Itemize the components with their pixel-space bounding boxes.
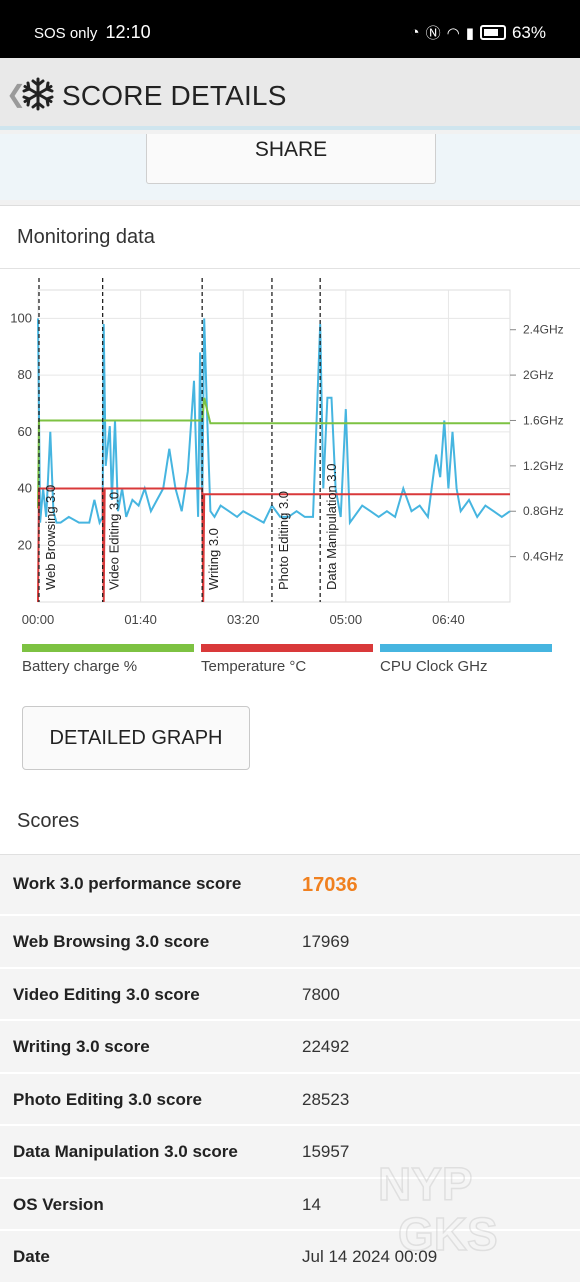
clock: 12:10: [105, 22, 151, 42]
score-value: 28523: [302, 1089, 350, 1109]
nfc-icon: Ⓝ: [425, 25, 441, 42]
score-label: Data Manipulation 3.0 score: [13, 1142, 238, 1161]
score-label: Photo Editing 3.0 score: [13, 1089, 202, 1109]
section-label: Data Manipulation 3.0: [324, 464, 339, 590]
detailed-graph-button[interactable]: DETAILED GRAPH: [22, 706, 250, 770]
battery-percent: 63%: [511, 22, 546, 42]
back-chevron-icon[interactable]: ❮: [6, 81, 27, 108]
monitoring-title: Monitoring data: [17, 226, 155, 248]
y-right-tick-label: 2GHz: [523, 368, 554, 382]
score-value: 17969: [302, 932, 350, 951]
share-area: SHARE: [0, 134, 580, 200]
score-row: Photo Editing 3.0 score 28523: [0, 1071, 580, 1124]
alert-icon: ▮: [465, 24, 474, 42]
score-value: Jul 14 2024 00:09: [302, 1247, 438, 1266]
x-tick-label: 06:40: [432, 612, 465, 627]
svg-text:GKS: GKS: [398, 1208, 498, 1260]
legend-label-cpu: CPU Clock GHz: [380, 658, 488, 675]
score-row: Data Manipulation 3.0 score 15957: [0, 1124, 580, 1177]
score-row: Work 3.0 performance score 17036: [0, 854, 580, 914]
alarm-icon: ◔: [410, 24, 420, 41]
x-tick-label: 01:40: [124, 612, 157, 627]
y-left-tick-label: 40: [18, 481, 32, 496]
score-row: Writing 3.0 score 22492: [0, 1019, 580, 1072]
legend-item-cpu: CPU Clock GHz: [380, 644, 552, 675]
status-left: SOS only 12:10: [34, 22, 151, 43]
app-header: ❮ SCORE DETAILS: [0, 58, 580, 130]
battery-icon: [479, 25, 506, 40]
y-right-tick-label: 0.4GHz: [523, 550, 564, 564]
section-label: Photo Editing 3.0: [276, 491, 291, 590]
legend-swatch-cpu: [380, 644, 552, 652]
status-bar: SOS only 12:10 ◔ Ⓝ ◠ ▮ 63%: [0, 0, 580, 58]
y-right-tick-label: 0.8GHz: [523, 504, 564, 518]
monitoring-chart[interactable]: 00:00 01:40 03:20 05:00 06:40 20 40 60 80 100 0.4G…: [0, 274, 580, 634]
section-label: Video Editing 3.0: [107, 492, 122, 590]
score-row: Video Editing 3.0 score 7800: [0, 966, 580, 1019]
y-left-tick-label: 60: [18, 424, 32, 439]
score-value: 7800: [302, 984, 340, 1004]
score-row: OS Version 14: [0, 1176, 580, 1229]
y-left-tick-label: 20: [18, 537, 32, 552]
share-button[interactable]: SHARE: [146, 134, 436, 184]
legend-swatch-temperature: [201, 644, 373, 652]
x-tick-label: 05:00: [330, 612, 363, 627]
svg-text:NYP: NYP: [378, 1158, 473, 1210]
results-card: Monitoring data 00:00 01:40 03:20 05:00 06:4…: [0, 205, 580, 1282]
divider: [0, 268, 580, 269]
score-label: Web Browsing 3.0 score: [13, 932, 210, 951]
score-label: Work 3.0 performance score: [13, 874, 242, 893]
y-right-tick-label: 1.2GHz: [523, 459, 564, 473]
watermark-logo: NYP GKS: [377, 1157, 498, 1260]
y-right-tick-label: 1.6GHz: [523, 413, 564, 427]
legend-swatch-battery: [22, 644, 194, 652]
snowflake-logo-icon[interactable]: [20, 76, 56, 112]
y-right-tick-label: 2.4GHz: [523, 323, 564, 337]
score-label: Writing 3.0 score: [13, 1037, 150, 1056]
legend-item-temperature: Temperature °C: [201, 644, 373, 675]
series-line-cpu: [37, 318, 511, 526]
x-tick-label: 00:00: [22, 612, 55, 627]
section-label: Web Browsing 3.0: [43, 485, 58, 590]
legend-item-battery: Battery charge %: [22, 644, 194, 675]
score-row: Web Browsing 3.0 score 17969: [0, 914, 580, 967]
scores-table: Work 3.0 performance score 17036 Web Brow…: [0, 854, 580, 1282]
score-label: Date: [13, 1247, 50, 1266]
carrier-text: SOS only: [34, 25, 98, 42]
score-value: 17036: [302, 874, 358, 896]
wifi-icon: ◠: [446, 24, 460, 42]
page-title: SCORE DETAILS: [62, 80, 287, 111]
score-label: OS Version: [13, 1194, 104, 1214]
score-value: 15957: [302, 1142, 350, 1161]
score-value: 22492: [302, 1037, 350, 1056]
score-label: Video Editing 3.0 score: [13, 984, 200, 1004]
section-label: Writing 3.0: [206, 528, 221, 590]
scores-title: Scores: [17, 810, 80, 832]
y-left-tick-label: 80: [18, 367, 32, 382]
score-row: Date Jul 14 2024 00:09: [0, 1229, 580, 1282]
status-right: ◔ Ⓝ ◠ ▮ 63%: [411, 22, 546, 43]
score-value: 14: [302, 1194, 321, 1214]
x-tick-label: 03:20: [227, 612, 260, 627]
legend-label-temperature: Temperature °C: [201, 658, 307, 675]
legend-label-battery: Battery charge %: [22, 658, 138, 675]
y-left-tick-label: 100: [10, 310, 32, 325]
